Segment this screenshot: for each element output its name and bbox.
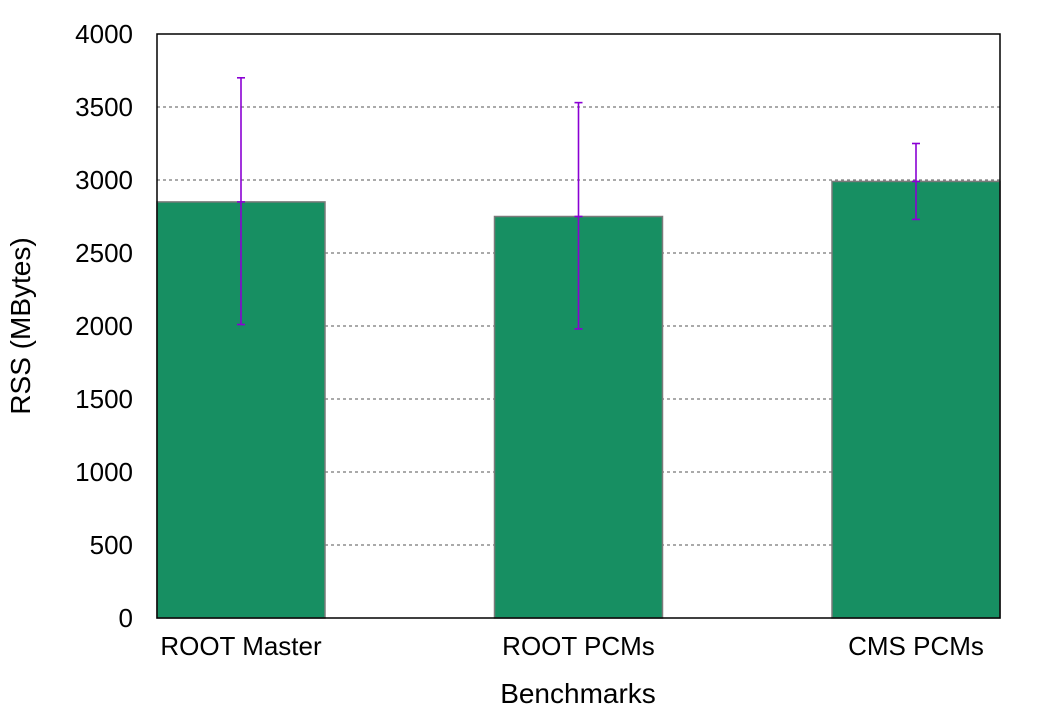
- y-axis-ticks: 0 500 1000 1500 2000 2500 3000 3500 4000: [75, 19, 133, 633]
- y-tick-label-2000: 2000: [75, 311, 133, 341]
- x-tick-label-1: ROOT PCMs: [502, 631, 655, 661]
- y-tick-label-3500: 3500: [75, 92, 133, 122]
- y-tick-label-1000: 1000: [75, 457, 133, 487]
- y-tick-label-3000: 3000: [75, 165, 133, 195]
- x-tick-label-2: CMS PCMs: [848, 631, 984, 661]
- y-axis-label: RSS (MBytes): [5, 237, 36, 414]
- x-axis-ticks: ROOT Master ROOT PCMs CMS PCMs: [160, 631, 984, 661]
- error-bar-1: [574, 101, 583, 330]
- y-tick-label-0: 0: [119, 603, 133, 633]
- y-tick-label-500: 500: [90, 530, 133, 560]
- bar-2: [831, 180, 1001, 619]
- y-tick-label-1500: 1500: [75, 384, 133, 414]
- y-tick-label-2500: 2500: [75, 238, 133, 268]
- error-bar-2: [912, 142, 920, 221]
- y-tick-label-4000: 4000: [75, 19, 133, 49]
- x-axis-label: Benchmarks: [500, 678, 656, 709]
- plot-frame: [156, 33, 1001, 619]
- error-bars: [237, 77, 920, 330]
- x-tick-label-0: ROOT Master: [160, 631, 322, 661]
- error-bar-0: [237, 77, 245, 326]
